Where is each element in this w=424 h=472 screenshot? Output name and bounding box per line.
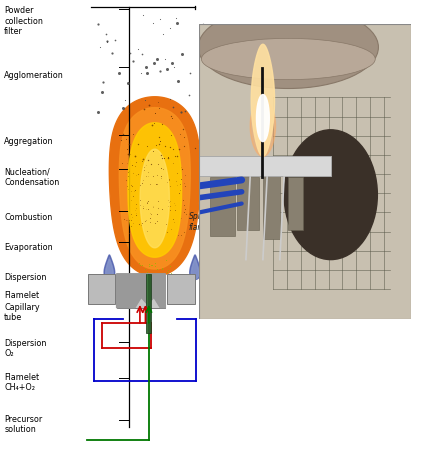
Text: Powder
collection
filter: Powder collection filter	[4, 6, 43, 36]
Bar	[210, 177, 235, 236]
Polygon shape	[251, 44, 274, 156]
Text: Combustion: Combustion	[4, 212, 53, 222]
Bar	[237, 177, 259, 230]
Bar	[263, 174, 280, 239]
Polygon shape	[250, 101, 276, 156]
Circle shape	[284, 130, 377, 260]
Bar	[88, 274, 115, 304]
Bar	[288, 177, 303, 230]
Polygon shape	[106, 260, 113, 279]
Text: Agglomeration: Agglomeration	[4, 71, 64, 80]
Text: Aggregation: Aggregation	[4, 137, 54, 146]
Text: Dispersion
O₂: Dispersion O₂	[4, 338, 47, 358]
Text: Nucleation/
Condensation: Nucleation/ Condensation	[4, 167, 59, 187]
Polygon shape	[128, 123, 181, 257]
Polygon shape	[190, 255, 201, 279]
Polygon shape	[191, 260, 199, 279]
Polygon shape	[119, 108, 190, 269]
Polygon shape	[140, 149, 169, 248]
Text: Capillary
tube: Capillary tube	[4, 303, 40, 322]
Text: Flamelet: Flamelet	[4, 290, 39, 300]
Bar	[146, 274, 151, 333]
Text: Precursor
solution: Precursor solution	[4, 415, 42, 435]
Polygon shape	[117, 274, 165, 308]
Polygon shape	[109, 97, 200, 276]
Bar	[117, 274, 165, 308]
Bar	[199, 156, 331, 176]
Text: Dispersion: Dispersion	[4, 272, 47, 282]
Ellipse shape	[201, 38, 375, 80]
Text: Spray
flame: Spray flame	[189, 212, 211, 232]
Polygon shape	[326, 0, 424, 392]
Bar	[147, 274, 148, 333]
Text: Flamelet
CH₄+O₂: Flamelet CH₄+O₂	[4, 372, 39, 392]
Text: Evaporation: Evaporation	[4, 243, 53, 252]
Bar	[167, 274, 195, 304]
Polygon shape	[104, 255, 115, 279]
Polygon shape	[257, 94, 269, 142]
Ellipse shape	[198, 6, 378, 89]
